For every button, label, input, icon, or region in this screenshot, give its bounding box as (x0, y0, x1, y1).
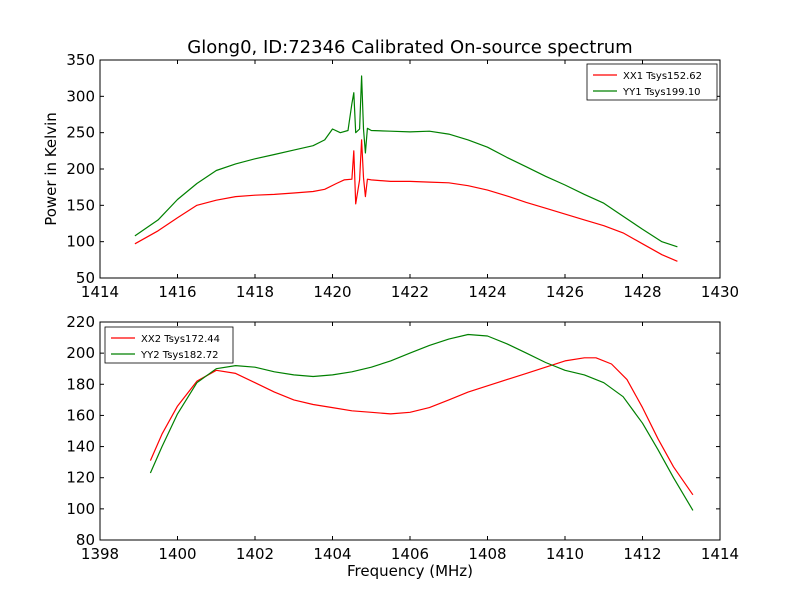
y-tick-label: 100 (66, 233, 95, 251)
x-tick-label: 1400 (158, 545, 196, 563)
y-tick-label: 100 (66, 500, 95, 518)
y-tick-label: 220 (66, 313, 95, 331)
legend-box (586, 63, 718, 101)
plot-panel-1: 1414 1416 1418 1420 1422 1424 1426 1428 1430 50 10… (42, 51, 739, 301)
x-tick-label: 1410 (546, 545, 584, 563)
y-tick-label: 200 (66, 344, 95, 362)
chart-layer: 1414 1416 1418 1420 1422 1424 1426 1428 1430 50 10… (42, 51, 739, 580)
y-tick-label: 80 (76, 531, 95, 549)
legend-entry: YY1 Tsys199.10 (622, 87, 701, 98)
legend: XX2 Tsys172.44 YY2 Tsys182.72 (104, 326, 234, 364)
x-tick-label: 1430 (701, 283, 739, 301)
y-tick-label: 200 (66, 160, 95, 178)
plot-panel-2: 1398 1400 1402 1404 1406 1408 1410 1412 1414 80 10… (66, 313, 739, 580)
x-tick-label: 1416 (158, 283, 196, 301)
x-tick-label: 1424 (468, 283, 506, 301)
y-tick-label: 50 (76, 269, 95, 287)
x-tick-label: 1402 (236, 545, 274, 563)
y-tick-label: 180 (66, 375, 95, 393)
legend-entry: YY2 Tsys182.72 (140, 350, 219, 361)
figure-title: Glong0, ID:72346 Calibrated On-source sp… (187, 37, 632, 58)
x-tick-label: 1398 (81, 545, 119, 563)
legend-box (104, 326, 234, 364)
legend-entry: XX1 Tsys152.62 (623, 71, 702, 82)
x-tick-label: 1418 (236, 283, 274, 301)
series-line-1 (149, 357, 694, 496)
x-tick-label: 1422 (391, 283, 429, 301)
x-tick-label: 1420 (313, 283, 351, 301)
y-axis-label: Power in Kelvin (42, 112, 60, 226)
x-tick-label: 1406 (391, 545, 429, 563)
series-line-2 (134, 75, 678, 248)
y-tick-label: 120 (66, 469, 95, 487)
y-tick-label: 350 (66, 51, 95, 69)
legend-entry: XX2 Tsys172.44 (141, 334, 220, 345)
series-line-1 (134, 139, 678, 262)
series-line-2 (149, 333, 694, 511)
x-tick-label: 1404 (313, 545, 351, 563)
x-tick-label: 1426 (546, 283, 584, 301)
y-tick-label: 160 (66, 406, 95, 424)
x-axis-label: Frequency (MHz) (347, 562, 473, 580)
x-tick-label: 1408 (468, 545, 506, 563)
x-tick-label: 1428 (623, 283, 661, 301)
x-tick-label: 1414 (81, 283, 119, 301)
x-tick-label: 1412 (623, 545, 661, 563)
y-tick-label: 150 (66, 196, 95, 214)
y-tick-label: 140 (66, 438, 95, 456)
x-tick-label: 1414 (701, 545, 739, 563)
y-tick-label: 250 (66, 124, 95, 142)
y-tick-label: 300 (66, 87, 95, 105)
legend: XX1 Tsys152.62 YY1 Tsys199.10 (586, 63, 718, 101)
